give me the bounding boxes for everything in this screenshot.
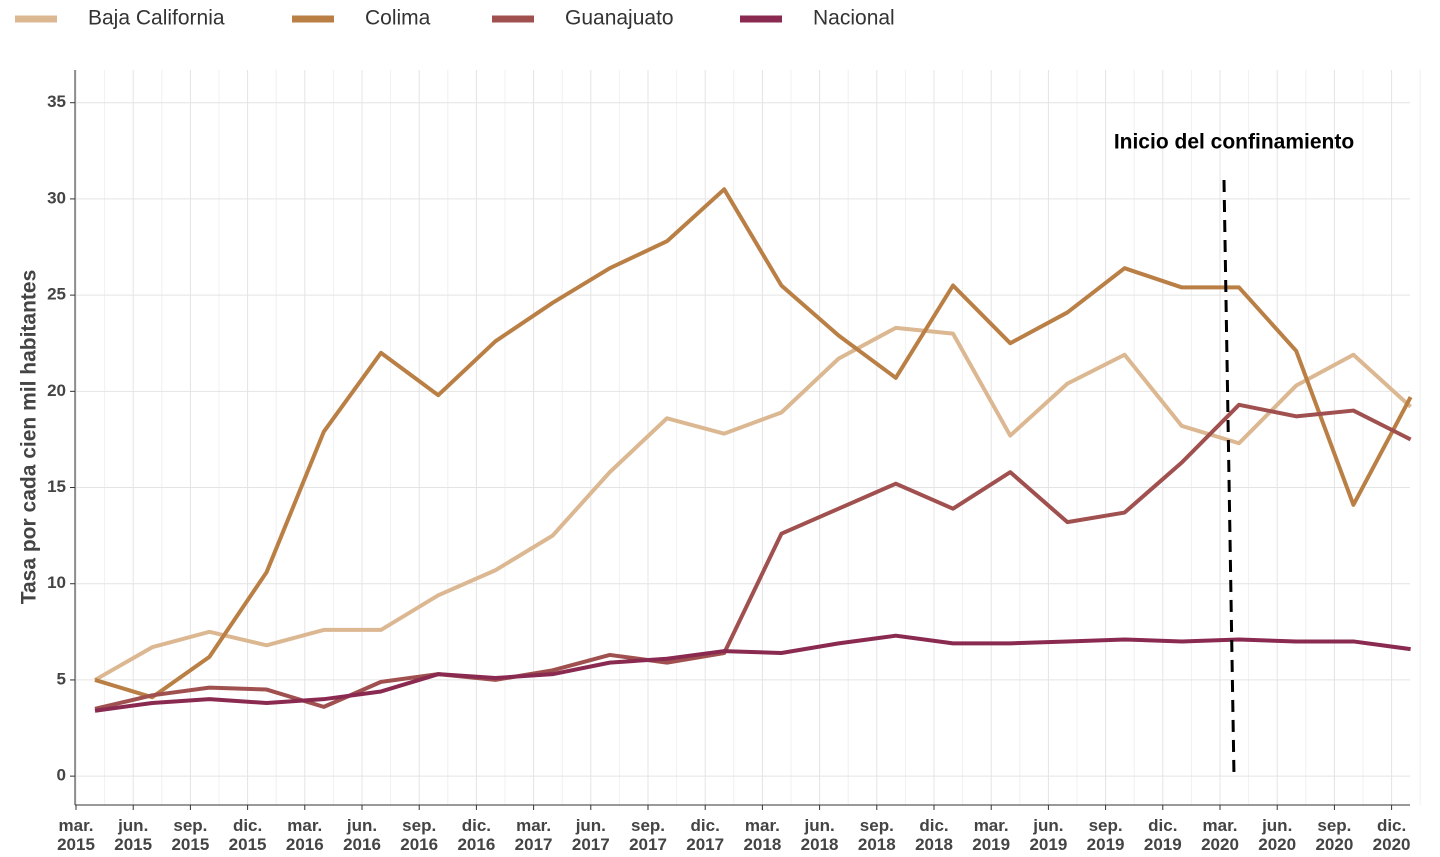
legend-label: Baja California: [88, 7, 225, 30]
x-tick-label: dic. 2019: [1143, 816, 1182, 854]
x-tick-label: mar. 2016: [285, 816, 324, 854]
x-tick-label: sep. 2016: [400, 816, 439, 854]
x-tick-label: jun. 2020: [1258, 816, 1297, 854]
y-tick-label: 25: [47, 285, 66, 304]
x-tick-label: sep. 2018: [857, 816, 896, 854]
legend-label: Colima: [365, 7, 431, 30]
x-tick-label: dic. 2017: [686, 816, 725, 854]
y-tick-label: 20: [47, 381, 66, 400]
legend-label: Nacional: [813, 7, 895, 30]
x-tick-label: mar. 2015: [57, 816, 95, 854]
x-tick-label: sep. 2015: [171, 816, 210, 854]
y-tick-label: 10: [47, 573, 66, 592]
x-tick-label: mar. 2019: [972, 816, 1011, 854]
annotation-text: Inicio del confinamiento: [1114, 131, 1354, 154]
x-tick-label: dic. 2020: [1372, 816, 1411, 854]
x-tick-label: sep. 2020: [1315, 816, 1354, 854]
annotation-line: [1222, 179, 1236, 777]
y-axis-label: Tasa por cada cien mil habitantes: [18, 270, 41, 605]
x-tick-label: mar. 2018: [743, 816, 782, 854]
y-tick-label: 30: [47, 188, 66, 207]
y-tick-label: 15: [47, 477, 66, 496]
y-tick-label: 5: [57, 669, 66, 688]
x-tick-label: mar. 2017: [514, 816, 553, 854]
y-tick-label: 35: [47, 92, 66, 111]
x-tick-label: jun. 2018: [800, 816, 839, 854]
x-tick-label: jun. 2016: [343, 816, 381, 854]
series-line: [94, 187, 1413, 700]
series-line: [94, 402, 1412, 711]
series-line: [94, 325, 1412, 682]
x-tick-label: jun. 2019: [1029, 816, 1068, 854]
x-tick-label: dic. 2016: [457, 816, 496, 854]
legend-label: Guanajuato: [565, 7, 674, 30]
y-tick-label: 0: [57, 766, 66, 785]
x-tick-label: jun. 2015: [114, 816, 153, 854]
x-tick-label: sep. 2017: [629, 816, 667, 854]
x-tick-label: mar. 2020: [1201, 816, 1239, 854]
x-tick-label: jun. 2017: [571, 816, 610, 854]
x-tick-label: dic. 2018: [915, 816, 953, 854]
x-tick-label: sep. 2019: [1086, 816, 1125, 854]
x-tick-label: dic. 2015: [228, 816, 267, 854]
series-line: [94, 633, 1411, 713]
